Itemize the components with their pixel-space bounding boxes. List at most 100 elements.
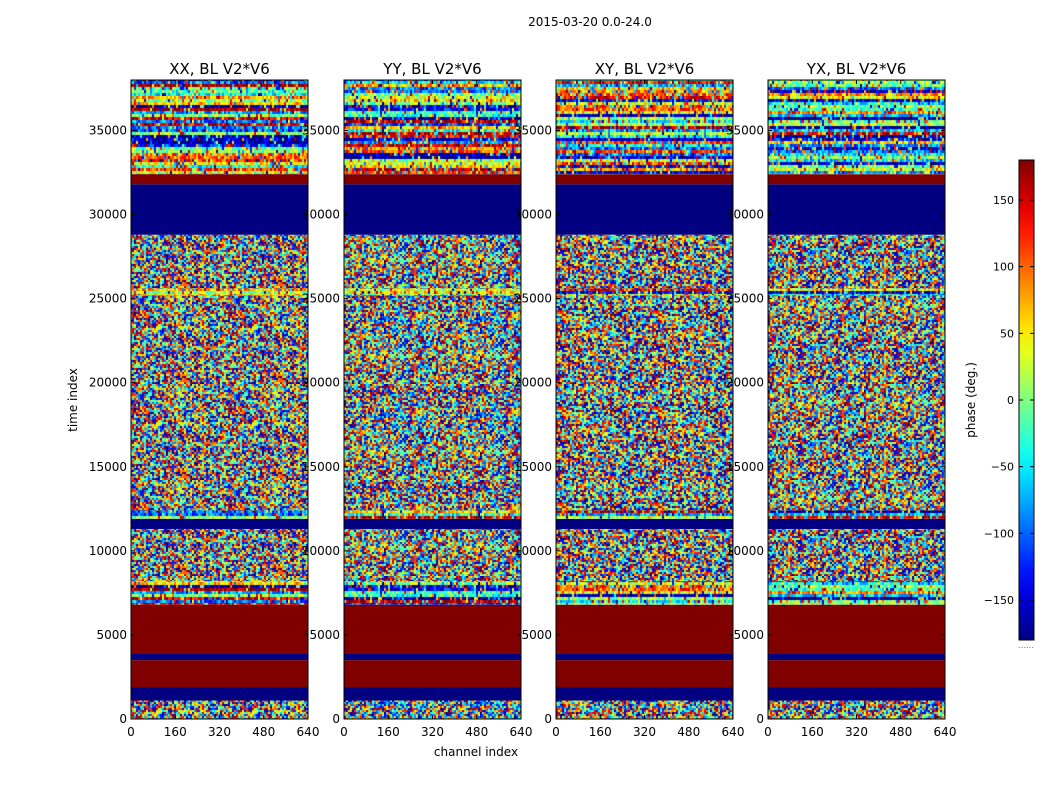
panel-xx: XX, BL V2*V6 0 160 320 480 640 0 5000 10000 15000… (89, 60, 320, 739)
y-tick-label: 25000 (89, 292, 127, 306)
y-tick-label: 35000 (726, 123, 764, 137)
y-tick-label: 0 (756, 712, 764, 726)
x-tick-label: 480 (677, 725, 700, 739)
y-tick-label: 5000 (521, 628, 552, 642)
band-6 (344, 528, 521, 582)
band-9 (768, 295, 945, 511)
y-tick-label: 0 (119, 712, 127, 726)
y-tick-label: 15000 (726, 460, 764, 474)
band-6 (131, 528, 308, 582)
band-1 (344, 687, 521, 701)
band-4 (344, 604, 521, 654)
band-2 (768, 660, 945, 688)
band-10 (131, 288, 308, 296)
band-0 (131, 700, 308, 719)
y-tick-label: 10000 (89, 544, 127, 558)
band-14 (131, 80, 308, 175)
band-9 (556, 295, 733, 511)
band-0 (556, 700, 733, 719)
y-tick-label: 5000 (96, 628, 127, 642)
y-tick-label: 5000 (733, 628, 764, 642)
band-0 (344, 700, 521, 719)
x-tick-label: 0 (340, 725, 348, 739)
band-0 (768, 700, 945, 719)
band-8 (556, 510, 733, 519)
band-10 (344, 288, 521, 296)
band-5 (768, 581, 945, 605)
y-tick-label: 25000 (514, 292, 552, 306)
x-tick-label: 640 (510, 725, 533, 739)
x-tick-label: 640 (297, 725, 320, 739)
panel-title: YX, BL V2*V6 (806, 60, 907, 78)
y-tick-label: 10000 (302, 544, 340, 558)
x-tick-label: 0 (764, 725, 772, 739)
y-tick-label: 20000 (726, 376, 764, 390)
band-12 (344, 184, 521, 235)
band-14 (768, 80, 945, 175)
colorbar-tick-label: 0 (1007, 394, 1014, 407)
band-1 (556, 687, 733, 701)
band-8 (131, 510, 308, 519)
y-tick-label: 10000 (514, 544, 552, 558)
band-5 (556, 581, 733, 605)
band-13 (768, 174, 945, 185)
x-tick-label: 320 (421, 725, 444, 739)
band-7 (556, 518, 733, 529)
x-tick-label: 640 (722, 725, 745, 739)
x-tick-label: 640 (934, 725, 957, 739)
colorbar-tick-label: 100 (993, 261, 1014, 274)
y-tick-label: 35000 (89, 123, 127, 137)
x-tick-label: 160 (164, 725, 187, 739)
band-2 (131, 660, 308, 688)
x-tick-label: 320 (845, 725, 868, 739)
x-tick-label: 480 (889, 725, 912, 739)
colorbar-tick-label: 150 (993, 194, 1014, 207)
band-3 (556, 653, 733, 661)
band-3 (768, 653, 945, 661)
y-tick-label: 5000 (309, 628, 340, 642)
figure-title: 2015-03-20 0.0-24.0 (528, 15, 652, 29)
band-11 (768, 234, 945, 289)
band-9 (131, 295, 308, 511)
y-tick-label: 20000 (514, 376, 552, 390)
y-tick-label: 15000 (302, 460, 340, 474)
band-1 (131, 687, 308, 701)
colorbar-tick-label: 50 (1000, 327, 1014, 340)
colorbar-footnote: ...... (1018, 641, 1033, 650)
band-6 (768, 528, 945, 582)
band-11 (131, 234, 308, 289)
band-5 (344, 581, 521, 605)
colorbar: −150 −100 −50 0 50 100 150 (984, 159, 1035, 641)
band-2 (556, 660, 733, 688)
band-10 (556, 288, 733, 296)
y-tick-label: 10000 (726, 544, 764, 558)
panel-yy: YY, BL V2*V6 0 160 320 480 640 0 5000 10000 15000… (302, 60, 533, 739)
band-7 (344, 518, 521, 529)
band-13 (556, 174, 733, 185)
band-8 (768, 510, 945, 519)
panel-title: YY, BL V2*V6 (382, 60, 481, 78)
panel-title: XX, BL V2*V6 (169, 60, 270, 78)
colorbar-label: phase (deg.) (964, 362, 978, 438)
band-13 (344, 174, 521, 185)
y-tick-label: 35000 (514, 123, 552, 137)
band-11 (344, 234, 521, 289)
x-tick-label: 0 (552, 725, 560, 739)
x-tick-label: 320 (633, 725, 656, 739)
band-4 (768, 604, 945, 654)
y-tick-label: 25000 (726, 292, 764, 306)
y-tick-label: 30000 (302, 208, 340, 222)
y-tick-label: 15000 (514, 460, 552, 474)
x-tick-label: 0 (127, 725, 135, 739)
band-12 (131, 184, 308, 235)
colorbar-tick-label: −100 (984, 527, 1014, 540)
band-12 (768, 184, 945, 235)
band-12 (556, 184, 733, 235)
y-tick-label: 0 (332, 712, 340, 726)
y-tick-label: 35000 (302, 123, 340, 137)
panel-xy: XY, BL V2*V6 0 160 320 480 640 0 5000 10000 15000… (514, 60, 745, 739)
band-14 (556, 80, 733, 175)
band-7 (131, 518, 308, 529)
y-axis-label: time index (66, 368, 80, 432)
